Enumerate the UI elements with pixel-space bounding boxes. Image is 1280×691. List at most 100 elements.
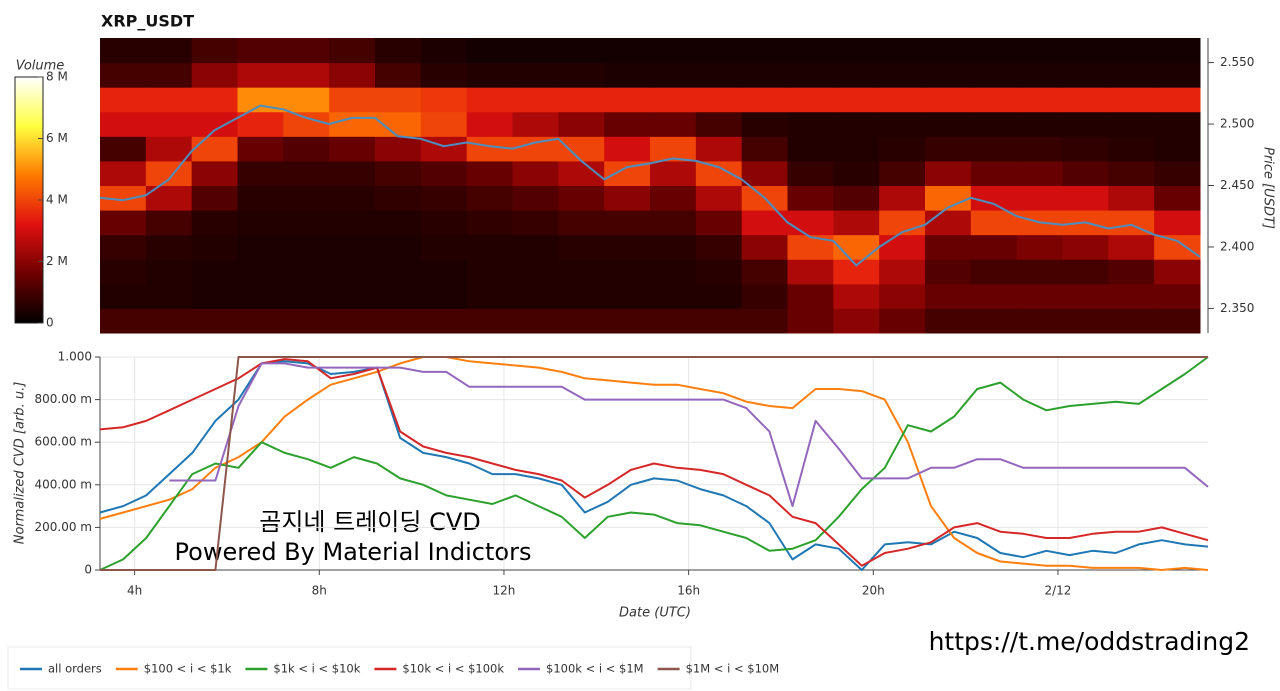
heatmap-cell xyxy=(558,259,605,285)
heatmap-cell xyxy=(787,308,834,334)
heatmap-cell xyxy=(879,234,926,260)
heatmap-cell xyxy=(237,234,284,260)
heatmap-cell xyxy=(925,210,972,236)
heatmap-cell xyxy=(191,38,238,64)
heatmap-cell xyxy=(237,259,284,285)
heatmap-cell xyxy=(512,283,559,309)
heatmap-cell xyxy=(191,185,238,211)
heatmap-cell xyxy=(375,234,422,260)
heatmap-cell xyxy=(970,111,1018,137)
heatmap-cell xyxy=(558,283,605,309)
heatmap-cell xyxy=(695,234,743,260)
heatmap-cell xyxy=(833,259,880,285)
y-tick-label: 2.350 xyxy=(1220,301,1254,315)
cvd-line xyxy=(99,356,1209,571)
heatmap-cell xyxy=(1062,308,1109,334)
heatmap-cell xyxy=(1154,283,1201,309)
y-tick-label: 2.400 xyxy=(1220,239,1254,253)
heatmap-cell xyxy=(650,111,697,137)
heatmap-cell xyxy=(558,210,605,236)
heatmap-cell xyxy=(100,259,147,285)
heatmap-cell xyxy=(1108,283,1155,309)
x-tick-label: 16h xyxy=(677,584,700,598)
heatmap-cell xyxy=(237,160,284,186)
heatmap-cell xyxy=(787,185,834,211)
heatmap-cell xyxy=(650,210,697,236)
heatmap-cell xyxy=(420,185,468,211)
heatmap-cell xyxy=(879,38,926,64)
y-axis-label: Price [USDT] xyxy=(1261,147,1276,229)
heatmap-cell xyxy=(970,87,1018,113)
heatmap-cell xyxy=(191,210,238,236)
heatmap-cell xyxy=(787,136,834,162)
heatmap-cell xyxy=(191,160,238,186)
heatmap-cell xyxy=(100,234,147,260)
heatmap-cell xyxy=(1016,136,1063,162)
heatmap-cell xyxy=(1154,185,1201,211)
heatmap-cell xyxy=(1108,160,1155,186)
colorbar-tick-label: 8 M xyxy=(46,70,68,84)
heatmap-cell xyxy=(145,62,193,88)
heatmap-cell xyxy=(1016,234,1063,260)
heatmap-cell xyxy=(879,136,926,162)
heatmap-cell xyxy=(375,185,422,211)
heatmap-cell xyxy=(1108,308,1155,334)
heatmap-cell xyxy=(375,210,422,236)
heatmap-cell xyxy=(283,283,330,309)
y-tick-label: 400.00 m xyxy=(35,477,93,491)
heatmap-cell xyxy=(512,185,559,211)
heatmap-cell xyxy=(1154,62,1201,88)
heatmap-cell xyxy=(604,234,651,260)
heatmap-cell xyxy=(237,210,284,236)
heatmap-cell xyxy=(558,87,605,113)
heatmap-cell xyxy=(466,308,513,334)
heatmap-cell xyxy=(1062,38,1109,64)
heatmap-cell xyxy=(1016,111,1063,137)
heatmap-cell xyxy=(879,62,926,88)
heatmap-cell xyxy=(970,259,1018,285)
heatmap-cell xyxy=(1062,283,1109,309)
heatmap-cell xyxy=(420,111,468,137)
heatmap-cell xyxy=(695,210,743,236)
heatmap-cell xyxy=(145,308,193,334)
heatmap-cell xyxy=(741,259,788,285)
x-tick-label: 12h xyxy=(493,584,516,598)
heatmap-cell xyxy=(787,38,834,64)
y-axis-label: Normalized CVD [arb. u.] xyxy=(13,382,28,545)
y-tick-label: 2.550 xyxy=(1220,55,1254,69)
heatmap-cell xyxy=(329,87,376,113)
heatmap-cell xyxy=(512,234,559,260)
heatmap-cell xyxy=(741,160,788,186)
heatmap-cell xyxy=(925,38,972,64)
heatmap-cell xyxy=(283,210,330,236)
heatmap-cell xyxy=(1154,136,1201,162)
heatmap-cell xyxy=(925,308,972,334)
heatmap-cell xyxy=(512,111,559,137)
heatmap-cell xyxy=(466,185,513,211)
colorbar-tick-label: 2 M xyxy=(46,254,68,268)
heatmap-cell xyxy=(375,160,422,186)
heatmap-cell xyxy=(100,136,147,162)
heatmap-cell xyxy=(970,283,1018,309)
heatmap-cell xyxy=(925,259,972,285)
heatmap-cell xyxy=(741,136,788,162)
heatmap-cell xyxy=(466,283,513,309)
heatmap-cell xyxy=(375,283,422,309)
heatmap-cell xyxy=(100,210,147,236)
heatmap-cell xyxy=(604,136,651,162)
heatmap-cell xyxy=(512,210,559,236)
heatmap-cell xyxy=(145,87,193,113)
heatmap-cell xyxy=(970,160,1018,186)
heatmap-cell xyxy=(833,210,880,236)
heatmap-cell xyxy=(420,160,468,186)
heatmap-cell xyxy=(787,283,834,309)
heatmap-cell xyxy=(604,283,651,309)
heatmap-cell xyxy=(970,308,1018,334)
heatmap-cell xyxy=(1062,234,1109,260)
heatmap-cell xyxy=(237,185,284,211)
heatmap-cell xyxy=(650,136,697,162)
heatmap-cell xyxy=(604,185,651,211)
heatmap-cell xyxy=(833,160,880,186)
heatmap-cell xyxy=(695,136,743,162)
